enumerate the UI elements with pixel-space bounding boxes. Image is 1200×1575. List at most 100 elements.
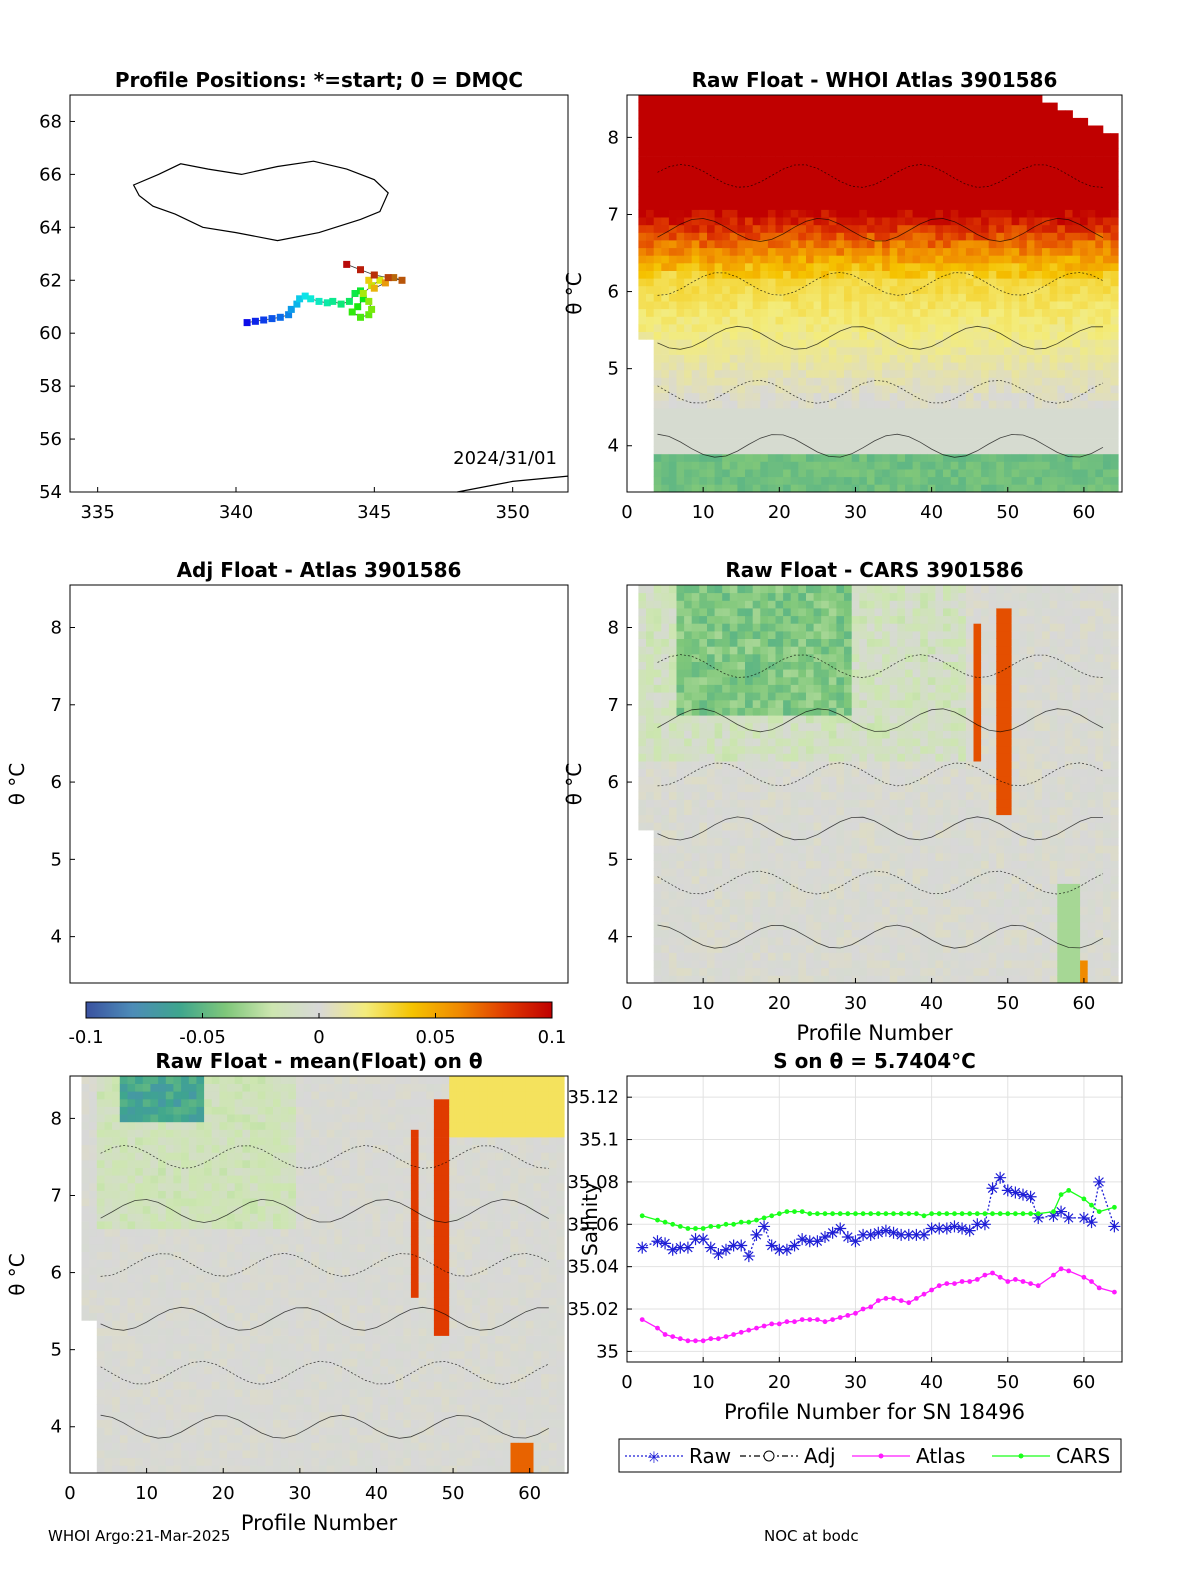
heatmap-cell bbox=[699, 285, 708, 294]
heatmap-cell bbox=[714, 906, 723, 915]
heatmap-cell bbox=[996, 201, 1005, 210]
heatmap-cell bbox=[752, 240, 761, 249]
heatmap-cell bbox=[806, 293, 814, 302]
heatmap-cell bbox=[737, 301, 746, 310]
heatmap-cell bbox=[821, 232, 830, 241]
heatmap-cell bbox=[722, 201, 731, 210]
heatmap-cell bbox=[813, 676, 822, 685]
heatmap-cell bbox=[729, 661, 738, 670]
heatmap-cell bbox=[973, 224, 982, 233]
heatmap-cell bbox=[691, 247, 700, 256]
heatmap-cell bbox=[874, 791, 883, 800]
heatmap-cell bbox=[897, 331, 906, 340]
heatmap-cell bbox=[707, 201, 715, 210]
heatmap-cell bbox=[722, 669, 731, 678]
heatmap-cell bbox=[707, 722, 715, 731]
heatmap-cell bbox=[714, 453, 723, 462]
heatmap-cell bbox=[1087, 148, 1096, 157]
heatmap-cell bbox=[874, 684, 883, 693]
heatmap-cell bbox=[707, 140, 715, 149]
heatmap-cell bbox=[935, 385, 944, 394]
heatmap-cell bbox=[1026, 415, 1035, 424]
heatmap-cell bbox=[714, 240, 723, 249]
heatmap-cell bbox=[775, 163, 784, 172]
heatmap-cell bbox=[767, 653, 776, 662]
heatmap-cell bbox=[889, 354, 898, 363]
heatmap-cell bbox=[927, 209, 936, 218]
heatmap-cell bbox=[1087, 201, 1096, 210]
heatmap-cell bbox=[866, 400, 875, 409]
heatmap-cell bbox=[745, 585, 753, 594]
heatmap-cell bbox=[1011, 339, 1020, 348]
heatmap-cell bbox=[882, 784, 891, 793]
heatmap-cell bbox=[707, 761, 715, 770]
heatmap-cell bbox=[691, 883, 700, 892]
heatmap-cell bbox=[745, 133, 753, 142]
heatmap-cell bbox=[767, 753, 776, 762]
heatmap-cell bbox=[699, 247, 708, 256]
heatmap-cell bbox=[973, 186, 982, 195]
heatmap-cell bbox=[729, 217, 738, 226]
track-point bbox=[323, 299, 331, 307]
heatmap-cell bbox=[661, 952, 670, 961]
heatmap-cell bbox=[950, 469, 959, 478]
heatmap-cell bbox=[737, 669, 746, 678]
heatmap-cell bbox=[668, 638, 677, 647]
heatmap-cell bbox=[699, 914, 708, 923]
heatmap-cell bbox=[775, 308, 784, 317]
heatmap-cell bbox=[905, 232, 913, 241]
heatmap-cell bbox=[912, 392, 921, 401]
heatmap-cell bbox=[790, 385, 799, 394]
heatmap-cell bbox=[707, 776, 715, 785]
heatmap-cell bbox=[859, 469, 868, 478]
heatmap-cell bbox=[775, 837, 784, 846]
heatmap-cell bbox=[714, 247, 723, 256]
track-point bbox=[348, 308, 356, 316]
heatmap-cell bbox=[760, 875, 769, 884]
heatmap-cell bbox=[1103, 148, 1111, 157]
heatmap-cell bbox=[653, 232, 662, 241]
heatmap-cell bbox=[790, 753, 799, 762]
heatmap-cell bbox=[1110, 247, 1119, 256]
heatmap-cell bbox=[813, 469, 822, 478]
heatmap-cell bbox=[691, 270, 700, 279]
heatmap-cell bbox=[783, 301, 792, 310]
heatmap-cell bbox=[684, 377, 693, 386]
heatmap-cell bbox=[790, 484, 799, 493]
heatmap-cell bbox=[653, 929, 662, 938]
heatmap-cell bbox=[851, 469, 860, 478]
heatmap-cell bbox=[737, 852, 746, 861]
heatmap-cell bbox=[691, 608, 700, 617]
heatmap-cell bbox=[798, 883, 807, 892]
heatmap-cell bbox=[1049, 331, 1058, 340]
heatmap-cell bbox=[676, 875, 685, 884]
heatmap-cell bbox=[1049, 255, 1058, 264]
heatmap-cell bbox=[1034, 461, 1043, 470]
heatmap-cell bbox=[798, 362, 807, 371]
heatmap-cell bbox=[1004, 179, 1012, 187]
heatmap-cell bbox=[1087, 171, 1096, 180]
heatmap-cell bbox=[1042, 201, 1050, 210]
heatmap-cell bbox=[798, 301, 807, 310]
heatmap-cell bbox=[707, 232, 715, 241]
heatmap-cell bbox=[798, 316, 807, 325]
heatmap-cell bbox=[943, 331, 951, 340]
heatmap-cell bbox=[813, 179, 822, 187]
heatmap-cell bbox=[653, 860, 662, 869]
heatmap-cell bbox=[859, 921, 868, 930]
heatmap-cell bbox=[874, 385, 883, 394]
heatmap-cell bbox=[874, 707, 883, 716]
heatmap-cell bbox=[745, 653, 753, 662]
heatmap-cell bbox=[821, 814, 830, 823]
heatmap-cell bbox=[638, 171, 647, 180]
heatmap-cell bbox=[851, 837, 860, 846]
heatmap-cell bbox=[1042, 110, 1050, 119]
heatmap-cell bbox=[943, 95, 951, 103]
heatmap-cell bbox=[783, 400, 792, 409]
heatmap-cell bbox=[714, 868, 723, 877]
heatmap-cell bbox=[927, 293, 936, 302]
heatmap-cell bbox=[874, 807, 883, 816]
heatmap-cell bbox=[783, 722, 792, 731]
heatmap-cell bbox=[798, 829, 807, 838]
heatmap-cell bbox=[707, 822, 715, 831]
